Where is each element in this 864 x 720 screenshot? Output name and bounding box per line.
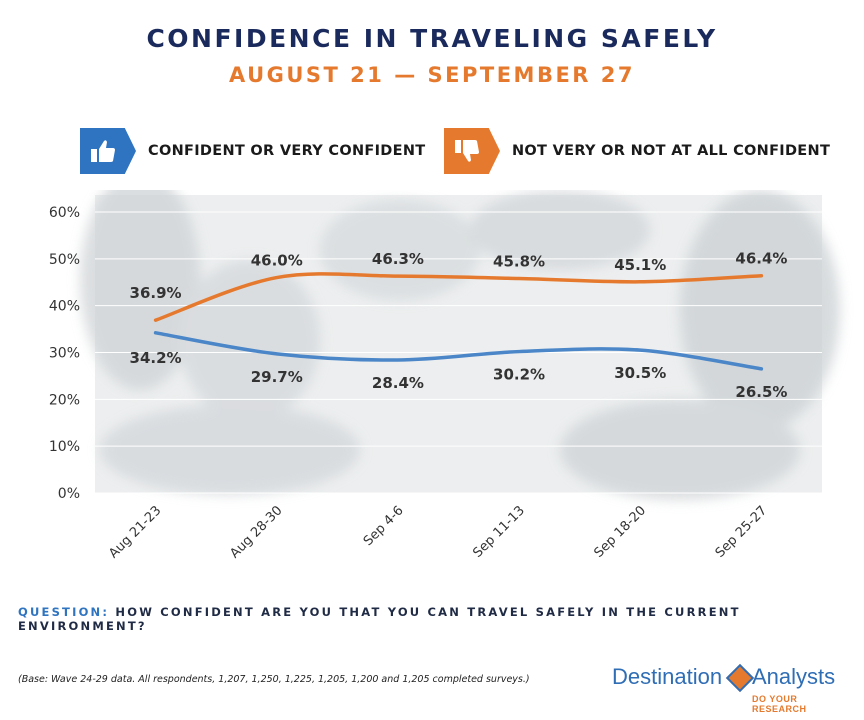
- legend-label-not-confident: NOT VERY OR NOT AT ALL CONFIDENT: [512, 143, 831, 159]
- series-line-confident: [153, 331, 764, 371]
- survey-question: QUESTION: HOW CONFIDENT ARE YOU THAT YOU…: [18, 605, 864, 633]
- data-label: 26.5%: [735, 383, 787, 401]
- base-note: (Base: Wave 24-29 data. All respondents,…: [18, 674, 530, 685]
- data-label: 46.4%: [735, 250, 787, 268]
- legend-badge-confident: [80, 128, 136, 174]
- data-label: 46.3%: [372, 250, 424, 268]
- y-axis-ticks: 0% 10% 20% 30% 40% 50% 60%: [49, 205, 80, 502]
- x-axis-ticks: Aug 21-23 Aug 28-30 Sep 4-6 Sep 11-13 Sep 18…: [106, 503, 770, 561]
- data-label: 34.2%: [130, 349, 182, 367]
- chart-background-image: [80, 190, 840, 500]
- data-label: 45.1%: [614, 256, 666, 274]
- y-tick-label: 60%: [49, 205, 80, 221]
- destination-analysts-logo: Destination Analysts DO YOUR RESEARCH: [612, 663, 852, 714]
- thumbs-down-icon: [455, 140, 479, 162]
- y-tick-label: 0%: [58, 486, 80, 502]
- logo-tagline: DO YOUR RESEARCH: [752, 694, 807, 714]
- y-tick-label: 10%: [49, 439, 80, 455]
- legend-badge-not-confident: [444, 128, 500, 174]
- logo-name-part2: Analysts: [752, 664, 836, 689]
- data-label: 36.9%: [130, 284, 182, 302]
- series-lines: [153, 272, 764, 371]
- data-label: 30.5%: [614, 364, 666, 382]
- logo-name-part1: Destination: [612, 664, 723, 689]
- question-text: HOW CONFIDENT ARE YOU THAT YOU CAN TRAVE…: [18, 605, 741, 633]
- legend-label-confident: CONFIDENT OR VERY CONFIDENT: [148, 143, 426, 159]
- line-chart: 0% 10% 20% 30% 40% 50% 60% Aug 21-23 Aug 28-30 S…: [49, 190, 840, 561]
- x-tick-label: Aug 28-30: [227, 503, 285, 561]
- data-label: 46.0%: [251, 252, 303, 270]
- x-tick-label: Aug 21-23: [106, 503, 164, 561]
- series-line-not-confident: [153, 272, 764, 322]
- legend-item-confident: CONFIDENT OR VERY CONFIDENT: [80, 128, 425, 174]
- y-tick-label: 50%: [49, 252, 80, 268]
- logo-diamond-icon: [725, 663, 755, 693]
- y-tick-label: 40%: [49, 299, 80, 315]
- x-tick-label: Sep 18-20: [592, 503, 650, 561]
- x-tick-label: Sep 11-13: [470, 503, 528, 561]
- x-tick-label: Sep 25-27: [713, 503, 771, 561]
- gridlines: [95, 211, 822, 494]
- x-tick-label: Sep 4-6: [361, 503, 407, 549]
- data-label: 45.8%: [493, 253, 545, 271]
- thumbs-up-icon: [91, 140, 115, 162]
- legend-item-not-confident: NOT VERY OR NOT AT ALL CONFIDENT: [444, 128, 830, 174]
- data-labels: 34.2% 29.7% 28.4% 30.2% 30.5% 26.5% 36.9% 46.0%…: [130, 250, 788, 401]
- y-tick-label: 20%: [49, 392, 80, 408]
- y-tick-label: 30%: [49, 346, 80, 362]
- chart-title: CONFIDENCE IN TRAVELING SAFELY: [146, 24, 718, 53]
- data-label: 30.2%: [493, 366, 545, 384]
- data-label: 28.4%: [372, 374, 424, 392]
- question-prefix: QUESTION:: [18, 605, 110, 619]
- chart-subtitle: AUGUST 21 — SEPTEMBER 27: [228, 63, 636, 87]
- data-label: 29.7%: [251, 368, 303, 386]
